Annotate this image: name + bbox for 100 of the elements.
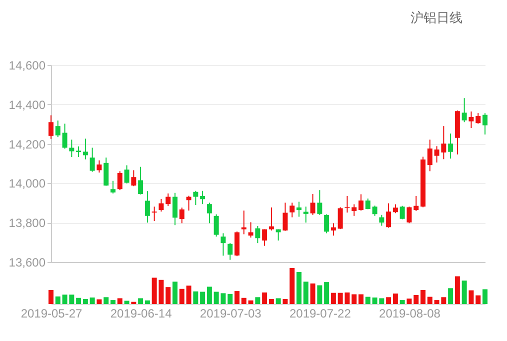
bar (310, 283, 316, 304)
bar (476, 295, 481, 304)
bar (330, 292, 336, 304)
candlestick (193, 190, 198, 206)
candlestick (379, 214, 384, 226)
candlestick (166, 192, 171, 207)
candlestick (303, 206, 308, 224)
candlestick (220, 232, 226, 256)
candlestick (476, 112, 481, 124)
candlestick (255, 225, 260, 244)
candlestick (468, 110, 474, 129)
candlestick (400, 205, 405, 220)
candlestick (104, 157, 109, 186)
bar (386, 297, 392, 304)
bar (268, 298, 274, 304)
candlestick (406, 206, 412, 224)
bar (144, 300, 150, 304)
bar (200, 292, 206, 304)
candlestick (200, 190, 206, 205)
bar (290, 268, 295, 304)
bar (303, 282, 308, 304)
candlestick (48, 114, 54, 140)
bar (248, 300, 254, 304)
bar (406, 298, 412, 304)
bar (462, 280, 467, 304)
candlestick (338, 206, 343, 230)
bar (179, 288, 184, 304)
bar (193, 291, 198, 304)
candlestick (482, 112, 488, 136)
candlestick (96, 160, 102, 174)
bar (400, 300, 405, 304)
candlestick (152, 206, 157, 222)
bar (296, 272, 302, 304)
candlestick (282, 202, 288, 232)
x-tick-label: 2019-06-14 (110, 306, 172, 320)
candlestick (124, 164, 130, 184)
candlestick (55, 120, 60, 138)
candlestick (352, 204, 357, 216)
candlestick (462, 98, 467, 123)
candlestick (262, 228, 268, 246)
bar (166, 287, 171, 304)
candlestick (427, 139, 432, 172)
bar (186, 286, 192, 304)
bar (324, 282, 330, 304)
candlestick (82, 138, 88, 160)
candlestick (110, 180, 116, 194)
candlestick (76, 146, 82, 158)
candlestick (344, 196, 350, 214)
bar (420, 290, 426, 304)
bar (241, 298, 246, 304)
bar (82, 298, 88, 304)
candlestick (186, 195, 192, 212)
bar (468, 290, 474, 304)
bar (90, 298, 95, 304)
bar (454, 276, 460, 304)
candlestick (117, 170, 122, 191)
y-tick-label: 13,800 (8, 216, 46, 230)
bar (117, 298, 122, 304)
y-tick-label: 14,000 (8, 176, 46, 191)
candlestick (310, 194, 316, 216)
candlestick (206, 202, 212, 224)
bar (448, 288, 454, 304)
candlestick (144, 190, 150, 224)
candlestick (414, 196, 419, 212)
candlestick (69, 139, 74, 158)
bar (104, 297, 109, 304)
candlestick (62, 123, 68, 150)
chart-title: 沪铝日线 (410, 10, 462, 25)
candlestick (268, 206, 274, 231)
candlestick (372, 205, 378, 216)
candlestick (131, 170, 136, 187)
candlestick (386, 202, 392, 228)
bar (414, 295, 419, 304)
bar (282, 298, 288, 304)
bar (255, 297, 260, 304)
bar (172, 282, 178, 304)
candlestick (172, 192, 178, 226)
bar (55, 296, 60, 304)
candlestick (448, 133, 454, 160)
candlestick (290, 202, 295, 218)
candlestick (248, 222, 254, 238)
candlestick (324, 214, 330, 234)
y-tick-label: 14,200 (8, 137, 46, 152)
candlestick (138, 166, 144, 195)
x-tick-label: 2019-07-22 (289, 306, 352, 320)
candlestick (228, 242, 233, 260)
bar (358, 294, 364, 304)
y-tick-label: 14,600 (8, 58, 46, 72)
candlestick (358, 194, 364, 212)
bar (234, 291, 240, 304)
x-tick-label: 2019-05-27 (20, 306, 83, 320)
candlestick (317, 190, 322, 216)
bar (317, 285, 322, 304)
bar (48, 290, 54, 304)
bar (365, 296, 370, 304)
y-tick-label: 14,400 (8, 98, 46, 112)
candlestick (90, 147, 95, 172)
bar (138, 298, 144, 304)
candlestick (158, 198, 164, 212)
bar (76, 298, 82, 304)
